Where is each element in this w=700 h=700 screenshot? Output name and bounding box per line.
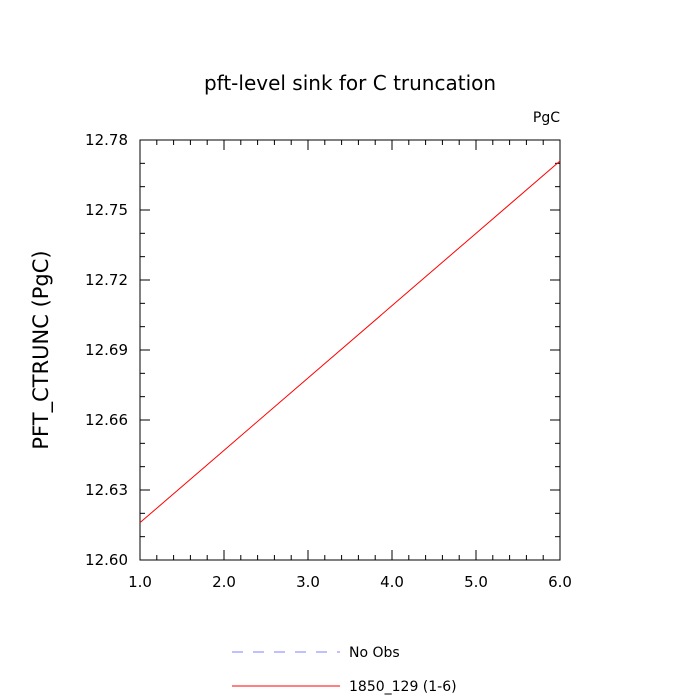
x-tick-label: 3.0 (296, 573, 320, 591)
legend-label-1850-129: 1850_129 (1-6) (349, 679, 457, 695)
x-tick-label: 1.0 (128, 573, 152, 591)
y-tick-label: 12.72 (85, 271, 128, 289)
y-axis-label: PFT_CTRUNC (PgC) (29, 250, 54, 449)
y-tick-label: 12.69 (85, 341, 128, 359)
x-axis-tick-labels: 1.0 2.0 3.0 4.0 5.0 6.0 (128, 573, 572, 591)
series-line-1 (139, 160, 561, 524)
y-tick-label: 12.78 (85, 131, 128, 149)
y-axis-ticks (140, 139, 560, 561)
x-tick-label: 5.0 (464, 573, 488, 591)
y-axis-tick-labels: 12.60 12.63 12.66 12.69 12.72 12.75 12.78 (85, 131, 128, 569)
legend: No Obs 1850_129 (1-6) (232, 645, 457, 695)
y-tick-label: 12.66 (85, 411, 128, 429)
chart-title: pft-level sink for C truncation (204, 71, 496, 95)
series-layer (139, 160, 561, 524)
y-tick-label: 12.75 (85, 201, 128, 219)
legend-label-no-obs: No Obs (349, 645, 400, 661)
x-tick-label: 4.0 (380, 573, 404, 591)
x-axis-ticks (139, 140, 561, 560)
x-tick-label: 2.0 (212, 573, 236, 591)
y-tick-label: 12.63 (85, 481, 128, 499)
y-tick-label: 12.60 (85, 551, 128, 569)
x-tick-label: 6.0 (548, 573, 572, 591)
units-label: PgC (533, 110, 560, 126)
plot-frame (139, 139, 561, 561)
